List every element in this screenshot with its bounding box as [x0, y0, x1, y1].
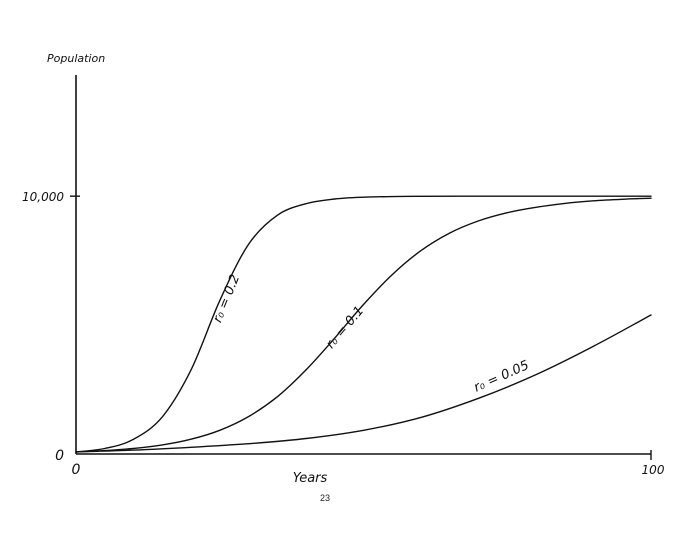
axes [70, 75, 652, 460]
x-axis-title: Years [293, 471, 328, 486]
page-number: 23 [319, 493, 330, 503]
series-label-1: r₀ = 0.2 [210, 273, 243, 325]
x-tick-label: 0 [72, 462, 81, 478]
series-line-3 [75, 314, 652, 453]
series-curves [75, 195, 652, 453]
x-tick-label: 100 [642, 463, 665, 477]
y-tick-label: 10,000 [22, 190, 64, 204]
series-line-2 [75, 197, 652, 453]
axis-labels: 0 10,000 0 100 Population Years r₀ = 0.2 r₀ = 0… [22, 52, 665, 486]
series-label-2: r₀ = 0.1 [323, 304, 367, 352]
series-line-1 [75, 195, 652, 453]
y-axis-title: Population [47, 52, 105, 65]
y-tick-label: 0 [55, 448, 64, 464]
